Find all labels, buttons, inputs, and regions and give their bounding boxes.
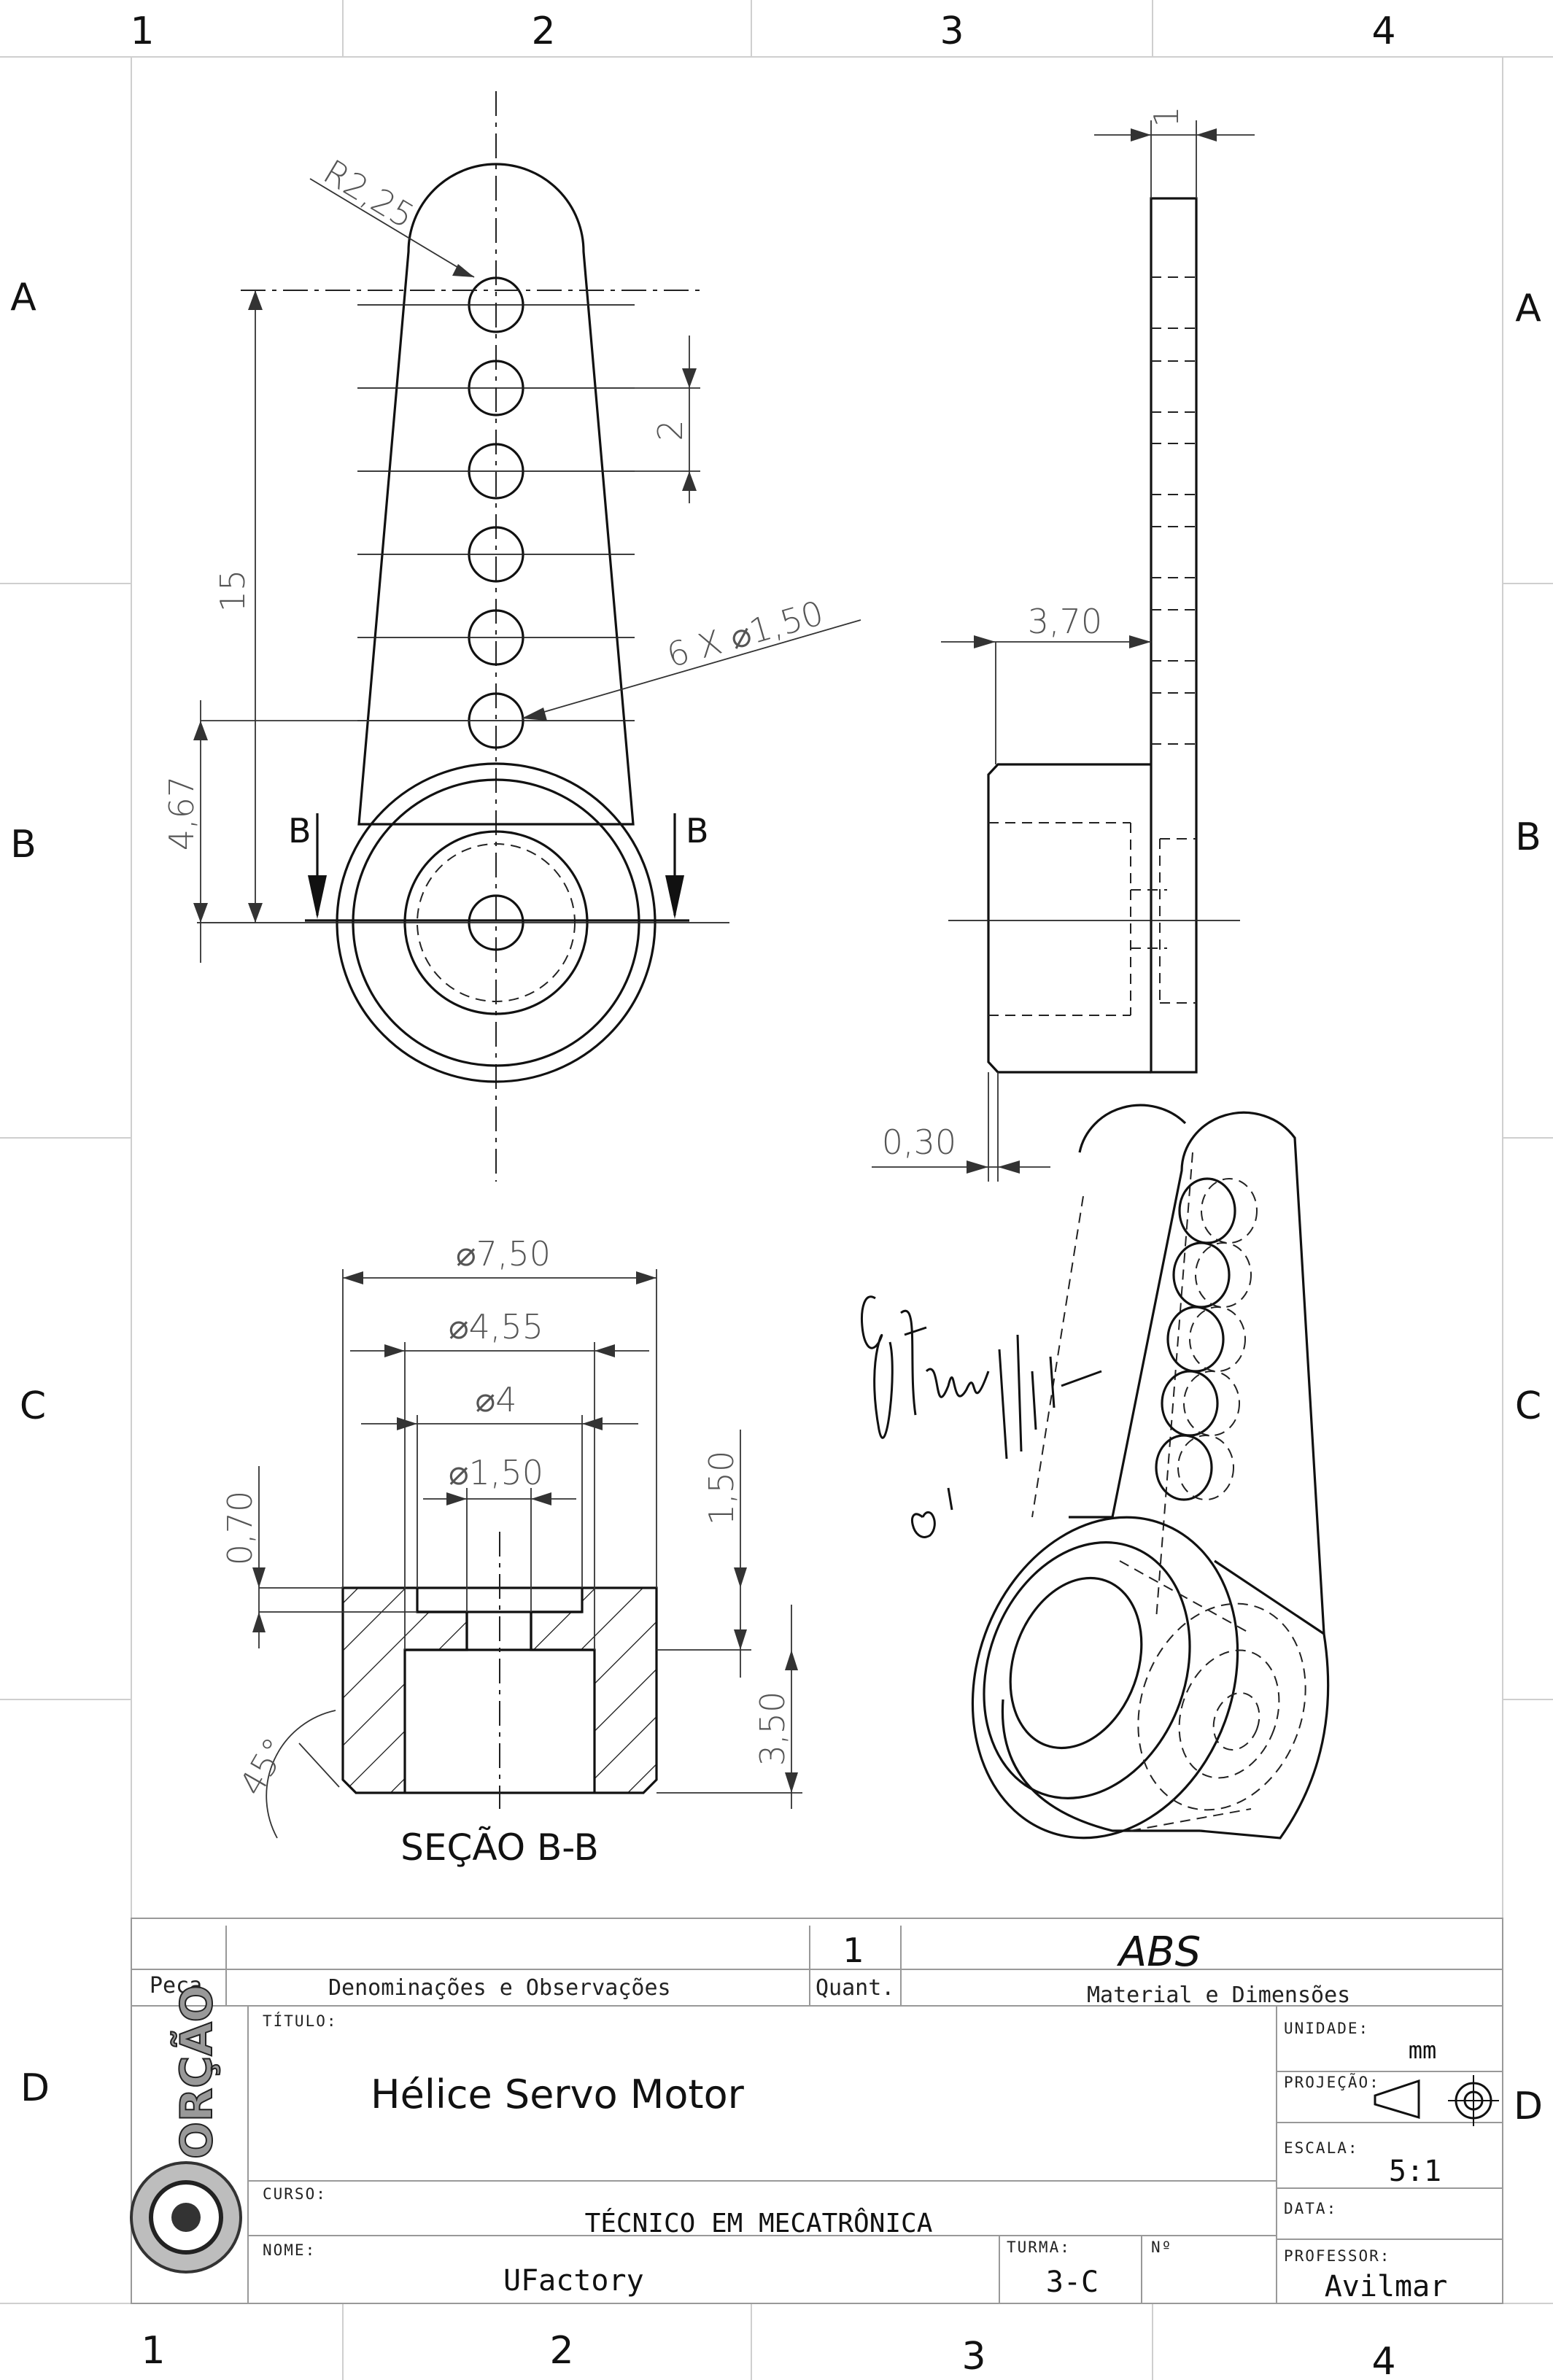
dim-hole-pitch: 2: [651, 419, 690, 441]
school-logo: ORÇÃO: [130, 1984, 242, 2274]
material-value: ABS: [1117, 1929, 1201, 1976]
dim-hole-span: 15: [213, 570, 252, 613]
class-label: TURMA:: [1007, 2238, 1071, 2256]
dim-fillet-radius: R2,25: [317, 152, 421, 236]
column-header-names: Denominações e Observações: [328, 1975, 671, 2001]
date-label: DATA:: [1284, 2200, 1337, 2217]
unit-label: UNIDADE:: [1284, 2020, 1369, 2037]
section-view-b-b: SEÇÃO B-B ⌀7,50 ⌀4,55 ⌀4 ⌀1,50 0,70: [220, 1234, 802, 1869]
dim-hub-height: 3,70: [1028, 602, 1102, 641]
unit-value: mm: [1409, 2036, 1437, 2064]
handwritten-signature: [861, 1295, 1102, 1538]
zone-row-b-right: B: [1515, 815, 1541, 859]
zone-col-3-bottom: 3: [961, 2335, 985, 2379]
isometric-holes: [1155, 1177, 1258, 1501]
front-view: B B R2,25 15 4,67 2 6 X ⌀1,50: [162, 91, 861, 1182]
dim-hole-count-diameter: 6 X ⌀1,50: [662, 593, 827, 675]
scale-label: ESCALA:: [1284, 2139, 1359, 2157]
zone-row-a-right: A: [1515, 287, 1541, 330]
side-view: 1 3,70 0,30: [872, 106, 1255, 1182]
dim-counterbore-diameter: ⌀4,55: [449, 1307, 543, 1346]
zone-row-b-left: B: [10, 823, 36, 867]
section-title: SEÇÃO B-B: [400, 1826, 599, 1869]
zone-row-d-left: D: [20, 2066, 50, 2110]
name-label: NOME:: [263, 2241, 316, 2259]
zone-col-1-top: 1: [130, 9, 154, 53]
dim-chamfer: 0,30: [882, 1123, 956, 1162]
zone-col-2-top: 2: [531, 9, 555, 53]
title-label: TÍTULO:: [263, 2012, 338, 2030]
professor-value: Avilmar: [1325, 2270, 1448, 2303]
column-header-material: Material e Dimensões: [1087, 1982, 1350, 2008]
dim-shaft-hole-diameter: ⌀1,50: [449, 1453, 543, 1492]
title-block: 1 ABS Peça Denominações e Observações Qu…: [130, 1918, 1503, 2304]
zone-row-c-right: C: [1515, 1384, 1541, 1428]
projection-label: PROJEÇÃO:: [1284, 2072, 1380, 2091]
course-label: CURSO:: [263, 2185, 327, 2203]
zone-row-c-left: C: [20, 1384, 46, 1428]
dim-thickness: 1: [1147, 106, 1186, 127]
dim-body-depth: 3,50: [753, 1691, 792, 1766]
zone-col-4-top: 4: [1371, 9, 1395, 53]
column-header-quantity: Quant.: [816, 1975, 894, 2001]
course-value: TÉCNICO EM MECATRÔNICA: [585, 2208, 933, 2238]
isometric-view: [971, 1104, 1330, 1840]
zone-col-1-bottom: 1: [141, 2329, 165, 2373]
drawing-title: Hélice Servo Motor: [371, 2071, 745, 2117]
zone-col-2-bottom: 2: [549, 2329, 573, 2373]
column-header-piece: Peça: [150, 1973, 202, 1999]
zone-col-4-bottom: 4: [1371, 2340, 1395, 2380]
zone-row-a-left: A: [10, 276, 36, 319]
scale-value: 5:1: [1389, 2155, 1441, 2188]
dim-bore-diameter: ⌀4: [476, 1380, 517, 1419]
first-angle-projection-icon: [1374, 2075, 1499, 2126]
quantity-value: 1: [843, 1931, 864, 1970]
zone-markers: 1 2 3 4 1 2 3 4 A B C D A B C D: [10, 9, 1543, 2380]
dim-hub-offset: 4,67: [162, 776, 201, 850]
number-label: Nº: [1151, 2238, 1172, 2256]
zone-row-d-right: D: [1514, 2085, 1543, 2128]
class-value: 3-C: [1046, 2265, 1099, 2299]
section-cut-label-right: B: [686, 811, 709, 850]
name-value: UFactory: [503, 2264, 644, 2298]
dim-top-depth: 0,70: [220, 1491, 260, 1565]
professor-label: PROFESSOR:: [1284, 2247, 1390, 2265]
dim-step-depth: 1,50: [702, 1451, 741, 1525]
section-cut-label-left: B: [288, 811, 311, 850]
logo-lettering: ORÇÃO: [170, 1985, 222, 2159]
zone-col-3-top: 3: [940, 9, 964, 53]
dim-outer-diameter: ⌀7,50: [456, 1234, 551, 1274]
